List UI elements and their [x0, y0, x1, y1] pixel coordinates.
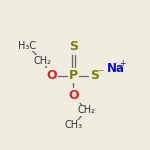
- Text: +: +: [119, 59, 126, 68]
- Text: S: S: [69, 40, 78, 53]
- Text: P: P: [69, 69, 78, 82]
- Text: S: S: [90, 69, 99, 82]
- Text: CH₂: CH₂: [33, 56, 51, 66]
- Text: O: O: [46, 69, 57, 82]
- Text: CH₂: CH₂: [77, 105, 95, 115]
- Text: O: O: [68, 89, 79, 102]
- Text: −: −: [97, 66, 104, 75]
- Text: Na: Na: [107, 62, 125, 75]
- Text: CH₃: CH₃: [64, 120, 82, 130]
- Text: H₃C: H₃C: [18, 41, 36, 51]
